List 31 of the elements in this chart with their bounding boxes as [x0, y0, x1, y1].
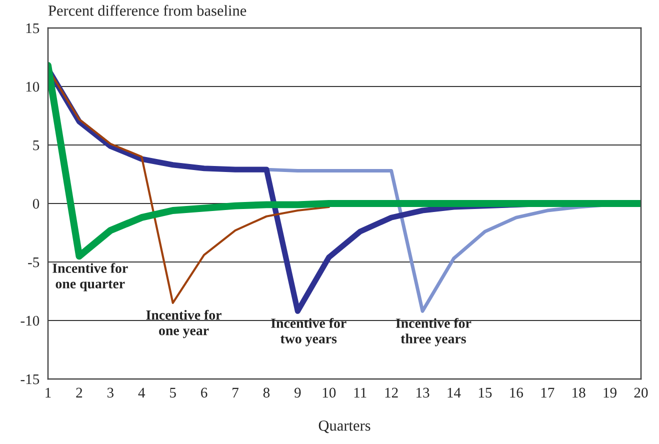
x-tick-label: 20: [634, 388, 648, 398]
x-tick-label: 1: [46, 388, 51, 398]
series-label: Incentive for one year: [146, 310, 222, 338]
x-tick-label: 15: [478, 388, 492, 398]
x-tick-label: 3: [107, 388, 114, 398]
x-tick-label: 16: [510, 388, 524, 398]
x-tick-label: 18: [572, 388, 586, 398]
y-tick-label: 5: [33, 140, 40, 150]
x-axis-title: Quarters: [318, 420, 370, 434]
x-tick-label: 6: [201, 388, 208, 398]
x-tick-label: 10: [322, 388, 336, 398]
y-axis-title: Percent difference from baseline: [48, 4, 246, 16]
x-tick-label: 8: [263, 388, 270, 398]
y-tick-label: 15: [26, 23, 40, 34]
x-tick-label: 13: [416, 388, 430, 398]
y-tick-label: -15: [20, 374, 40, 384]
x-tick-label: 4: [138, 388, 146, 398]
y-tick-label: 10: [26, 82, 40, 92]
x-tick-label: 11: [354, 388, 366, 398]
x-tick-label: 12: [385, 388, 398, 398]
x-tick-label: 9: [294, 388, 301, 398]
x-tick-label: 14: [448, 388, 461, 398]
series-label: Incentive for one quarter: [52, 263, 128, 292]
x-tick-label: 2: [76, 388, 82, 398]
y-tick-label: -5: [28, 258, 40, 268]
x-tick-label: 19: [604, 388, 616, 398]
y-tick-label: 0: [32, 198, 40, 209]
x-tick-label: 5: [170, 388, 176, 398]
x-tick-label: 7: [232, 388, 238, 398]
x-tick-label: 17: [541, 388, 554, 398]
y-tick-label: -10: [20, 316, 40, 326]
